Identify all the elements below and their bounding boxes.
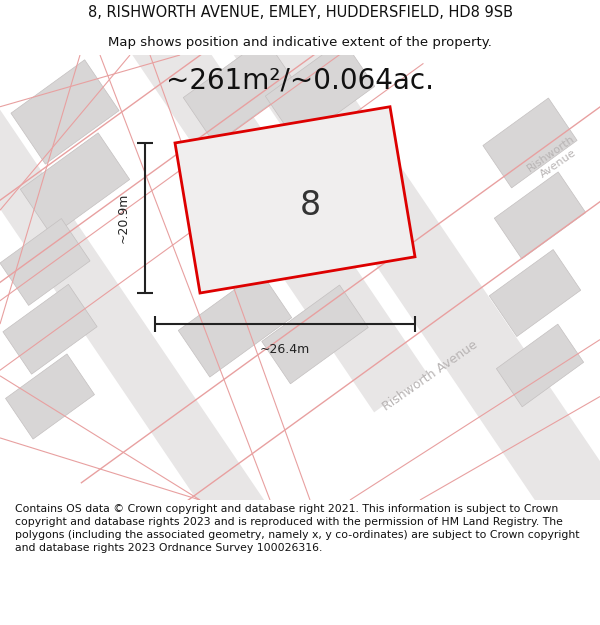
- Text: 8: 8: [299, 189, 320, 221]
- Polygon shape: [0, 0, 427, 412]
- Polygon shape: [183, 38, 297, 144]
- Text: Rishworth Avenue: Rishworth Avenue: [380, 338, 480, 414]
- Polygon shape: [3, 284, 97, 374]
- Polygon shape: [0, 219, 90, 306]
- Polygon shape: [494, 172, 586, 259]
- Text: ~26.4m: ~26.4m: [260, 344, 310, 356]
- Polygon shape: [265, 40, 374, 142]
- Polygon shape: [0, 0, 303, 591]
- Polygon shape: [175, 107, 415, 293]
- Text: Map shows position and indicative extent of the property.: Map shows position and indicative extent…: [108, 36, 492, 49]
- Polygon shape: [489, 249, 581, 336]
- Text: 8, RISHWORTH AVENUE, EMLEY, HUDDERSFIELD, HD8 9SB: 8, RISHWORTH AVENUE, EMLEY, HUDDERSFIELD…: [88, 4, 512, 19]
- Polygon shape: [5, 354, 94, 439]
- Polygon shape: [483, 98, 577, 188]
- Text: ~261m²/~0.064ac.: ~261m²/~0.064ac.: [166, 67, 434, 95]
- Text: Rishworth
Avenue: Rishworth Avenue: [526, 133, 584, 184]
- Polygon shape: [199, 0, 600, 596]
- Polygon shape: [262, 285, 368, 384]
- Polygon shape: [11, 60, 119, 164]
- Polygon shape: [20, 133, 130, 236]
- Text: Contains OS data © Crown copyright and database right 2021. This information is : Contains OS data © Crown copyright and d…: [15, 504, 580, 553]
- Polygon shape: [178, 271, 292, 377]
- Text: ~20.9m: ~20.9m: [116, 192, 130, 243]
- Polygon shape: [496, 324, 584, 407]
